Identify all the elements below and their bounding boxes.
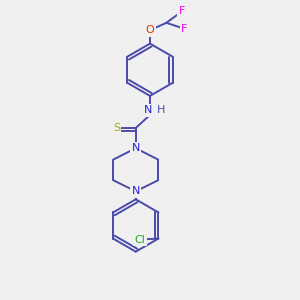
Text: S: S [113, 123, 120, 133]
Text: H: H [157, 105, 166, 115]
Text: O: O [146, 25, 154, 35]
Text: N: N [131, 143, 140, 153]
Text: N: N [131, 186, 140, 196]
Text: Cl: Cl [134, 235, 146, 245]
Text: N: N [143, 105, 152, 115]
Text: F: F [181, 24, 188, 34]
Text: F: F [178, 7, 185, 16]
